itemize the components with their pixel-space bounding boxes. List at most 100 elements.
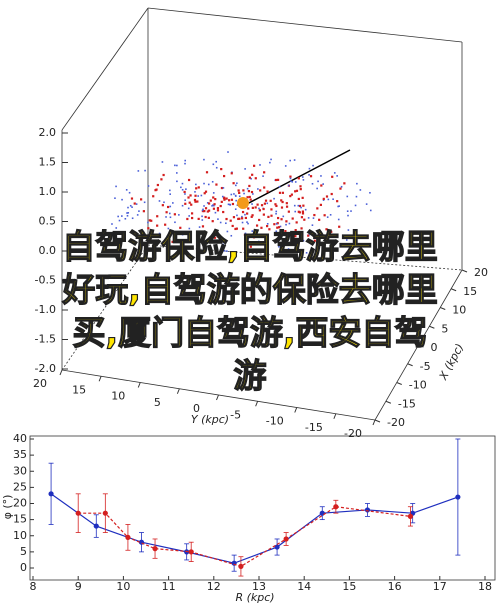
- x-tick-label: -15: [398, 397, 416, 410]
- x-tick: [385, 400, 392, 404]
- star-dot: [356, 182, 358, 185]
- star-dot: [280, 206, 284, 209]
- star-dot: [179, 226, 182, 229]
- star-dot: [278, 185, 281, 188]
- star-dot: [117, 215, 119, 218]
- star-dot: [174, 221, 176, 224]
- star-dot: [187, 207, 190, 210]
- star-dot: [222, 187, 225, 189]
- point: [364, 507, 371, 513]
- star-dot: [195, 183, 197, 186]
- star-dot: [214, 198, 217, 201]
- star-dot: [280, 218, 283, 221]
- star-dot: [230, 172, 233, 175]
- star-dot: [203, 158, 205, 161]
- star-dot: [260, 226, 263, 229]
- star-dot: [298, 204, 302, 208]
- star-dot: [140, 198, 143, 201]
- star-dot: [248, 184, 251, 188]
- star-dot: [262, 175, 264, 177]
- y-tick-label: 40: [13, 432, 27, 445]
- star-dot: [252, 236, 256, 239]
- star-dot: [291, 181, 294, 183]
- star-dot: [294, 181, 297, 183]
- star-dot: [294, 190, 297, 193]
- star-dot: [253, 164, 256, 167]
- star-dot: [209, 199, 212, 202]
- y-axis-label: φ (°): [1, 495, 14, 520]
- star-dot: [187, 178, 191, 182]
- star-dot: [195, 187, 198, 190]
- star-dot: [307, 234, 310, 237]
- star-dot: [121, 215, 123, 217]
- star-dot: [176, 172, 178, 174]
- star-dot: [231, 202, 235, 206]
- star-dot: [167, 227, 170, 230]
- star-dot: [290, 180, 292, 182]
- star-dot: [207, 216, 210, 219]
- star-dot: [230, 234, 233, 237]
- x-tick: [418, 344, 424, 348]
- star-dot: [235, 195, 237, 197]
- y-tick-label: 30: [13, 464, 27, 477]
- star-dot: [206, 210, 209, 213]
- star-dot: [213, 203, 216, 206]
- star-dot: [284, 230, 287, 233]
- star-dot: [322, 183, 324, 185]
- star-dot: [221, 195, 224, 198]
- star-dot: [227, 199, 231, 202]
- star-dot: [312, 217, 315, 219]
- star-dot: [187, 231, 189, 234]
- x-tick: [450, 288, 457, 292]
- star-dot: [203, 182, 205, 185]
- x-tick-label: -20: [387, 416, 405, 429]
- star-dot: [281, 200, 284, 204]
- star-dot: [249, 245, 252, 248]
- star-dot: [201, 215, 203, 218]
- star-dot: [273, 197, 275, 200]
- z-tick-label: -1.0: [35, 303, 56, 316]
- star-dot: [316, 187, 318, 190]
- star-dot: [126, 214, 129, 217]
- star-dot: [247, 207, 250, 210]
- star-dot: [269, 161, 271, 164]
- star-dot: [310, 232, 312, 235]
- x-tick-label: 15: [463, 285, 477, 298]
- star-dot: [168, 212, 171, 215]
- x-tick: [440, 307, 446, 310]
- star-dot: [237, 217, 240, 221]
- star-dot: [143, 201, 146, 204]
- star-dot: [212, 207, 216, 210]
- star-dot: [216, 209, 220, 212]
- star-dot: [302, 239, 305, 242]
- star-dot: [215, 183, 218, 186]
- star-dot: [231, 224, 234, 228]
- star-dot: [276, 222, 279, 225]
- star-dot: [320, 184, 323, 187]
- star-dot: [220, 200, 223, 203]
- z-tick-label: -0.5: [35, 274, 56, 287]
- star-dot: [158, 232, 161, 235]
- star-dot: [276, 178, 280, 181]
- point: [188, 549, 194, 555]
- star-dot: [223, 174, 226, 178]
- star-dot: [144, 234, 146, 237]
- star-dot: [222, 243, 225, 246]
- star-dot: [165, 216, 167, 218]
- star-dot: [203, 205, 205, 207]
- star-dot: [220, 167, 223, 171]
- star-dot: [275, 230, 278, 233]
- star-dot: [212, 204, 214, 206]
- star-dot: [251, 214, 254, 217]
- star-dot: [332, 198, 334, 201]
- star-dot: [190, 212, 194, 215]
- star-dot: [343, 182, 346, 185]
- star-dot: [176, 164, 178, 167]
- star-dot: [196, 237, 198, 240]
- point: [125, 534, 131, 540]
- y-tick-label: 10: [111, 390, 125, 403]
- star-dot: [255, 224, 259, 227]
- star-dot: [201, 225, 205, 228]
- overlay-line: 好玩,自驾游的保险去哪里: [62, 269, 439, 309]
